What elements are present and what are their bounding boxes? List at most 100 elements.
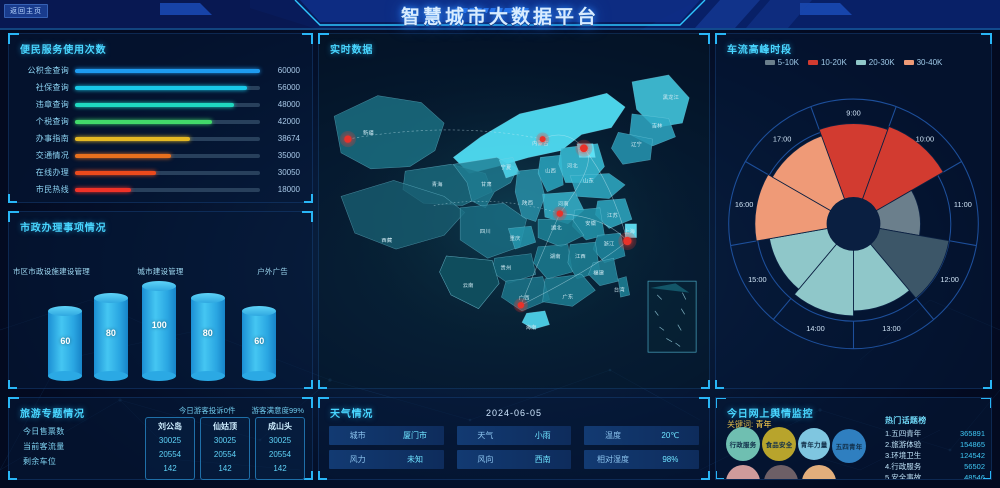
- municipal-cylinder[interactable]: 100: [142, 281, 177, 381]
- map-province-label: 江苏: [607, 211, 618, 219]
- cylinder-top: [190, 293, 225, 304]
- map-provinces: [333, 74, 690, 330]
- service-bar-fill: [75, 102, 235, 107]
- hot-topic-value: 365891: [959, 429, 985, 438]
- cylinder-top: [242, 305, 277, 316]
- tourism-row-label: 今日售票数: [23, 427, 65, 436]
- tourism-cell: 20554: [158, 450, 182, 459]
- weather-value: 小雨: [534, 431, 551, 440]
- opinion-bubble[interactable]: 行政服务: [726, 427, 760, 461]
- rose-clock-label: 15:00: [748, 275, 767, 284]
- map-province-label: 浙江: [604, 240, 615, 248]
- opinion-bubble[interactable]: 青年力量: [798, 428, 830, 460]
- legend-swatch: [855, 60, 866, 65]
- map-marker-河南[interactable]: [556, 210, 564, 217]
- home-button[interactable]: 返回主页: [4, 4, 48, 18]
- tourism-column-name: 成山头: [268, 422, 292, 431]
- cylinder-bottom: [190, 371, 225, 381]
- panel-municipal: 市政办理事项情况 市区市政设施建设管理 城市建设管理 户外广告 60 80 100 80 6…: [8, 211, 313, 389]
- weather-value: 西南: [534, 455, 551, 464]
- service-bar-row: 在线办理 30050: [21, 164, 300, 181]
- weather-column: 温度 20℃ 相对湿度 98%: [584, 426, 700, 469]
- cylinder-value: 80: [202, 327, 213, 338]
- hot-topic-row[interactable]: 4.行政服务 56502: [885, 461, 985, 472]
- map-province-label: 吉林: [652, 122, 663, 130]
- tourism-summary: 今日游客投诉0件 游客满意度99%: [179, 405, 304, 416]
- service-bar-track: [75, 102, 260, 107]
- tourism-row-labels: 今日售票数 当前客流量 剩余车位: [23, 426, 65, 471]
- rose-chart: 9:00 10:00 11:00 12:00 13:00 14:00 15:00 16:00 1…: [716, 76, 991, 376]
- tourism-row-label: 剩余车位: [23, 457, 57, 466]
- service-bar-track: [75, 85, 260, 90]
- opinion-bubble[interactable]: 征兵服务: [764, 465, 798, 479]
- hot-topic-row[interactable]: 3.环境卫生 124542: [885, 450, 985, 461]
- legend-swatch: [903, 60, 914, 65]
- service-bar-row: 市民热线 18000: [21, 181, 300, 198]
- municipal-category-label: 城市建设管理: [137, 267, 184, 276]
- service-bar-value: 42000: [277, 117, 300, 126]
- weather-key: 相对湿度: [597, 455, 630, 464]
- weather-cell: 城市 厦门市: [329, 426, 444, 445]
- map-province-label: 河北: [567, 162, 578, 170]
- traffic-legend-item[interactable]: 10-20K: [807, 58, 847, 67]
- hot-topic-row[interactable]: 2.旅游体验 154865: [885, 439, 985, 450]
- municipal-cylinder[interactable]: 60: [242, 305, 277, 381]
- hot-topic-value: 154865: [959, 440, 985, 449]
- map-province-label: 广西: [519, 293, 530, 301]
- map-province-label: 新疆: [363, 129, 374, 137]
- app-header: 返回主页 智慧城市大数据平台: [0, 0, 1000, 30]
- service-bar-track: [75, 153, 260, 158]
- traffic-legend-item[interactable]: 30-40K: [903, 58, 943, 67]
- opinion-bubble-cloud[interactable]: 行政服务食品安全青年力量五四青年环境卫生征兵服务安全事故: [724, 427, 889, 479]
- hot-topic-value: 48546: [964, 473, 985, 480]
- hot-topic-row[interactable]: 1.五四青年 365891: [885, 428, 985, 439]
- map-province-label: 湖南: [550, 252, 561, 260]
- map-province-label: 甘肃: [481, 180, 492, 188]
- hot-topic-name: 1.五四青年: [885, 429, 922, 438]
- opinion-bubble[interactable]: 安全事故: [802, 465, 836, 479]
- tourism-column: 成山头 30025 20554 142: [255, 417, 305, 480]
- tourism-complaints: 今日游客投诉0件: [178, 406, 236, 415]
- legend-label: 30-40K: [916, 58, 943, 67]
- map-province-label: 山西: [545, 166, 556, 174]
- map-marker-上海[interactable]: [623, 236, 632, 246]
- service-bar-label: 社保查询: [35, 83, 69, 92]
- opinion-bubble[interactable]: 食品安全: [762, 427, 796, 461]
- municipal-cylinder[interactable]: 80: [93, 293, 128, 381]
- tourism-satisfaction: 游客满意度99%: [251, 406, 304, 415]
- municipal-cylinder[interactable]: 80: [190, 293, 225, 381]
- map-markers: [339, 131, 637, 313]
- hot-topic-value: 56502: [964, 462, 985, 471]
- municipal-cylinder[interactable]: 60: [48, 305, 83, 381]
- traffic-legend[interactable]: 5-10K 10-20K 20-30K 30-40K: [716, 58, 991, 67]
- opinion-bubble[interactable]: 环境卫生: [726, 465, 760, 479]
- opinion-keyword-value: 青年: [755, 420, 772, 429]
- traffic-legend-item[interactable]: 5-10K: [764, 58, 799, 67]
- map-province-label: 云南: [463, 281, 474, 289]
- cylinder-bottom: [242, 371, 277, 381]
- map-marker-内蒙古[interactable]: [539, 136, 546, 143]
- weather-key: 城市: [349, 431, 366, 440]
- rose-spoke: [915, 298, 935, 320]
- map-province-label: 四川: [480, 228, 491, 235]
- tourism-cell: 142: [273, 464, 287, 473]
- panel-weather-title: 天气情况: [330, 409, 374, 420]
- cylinder-value: 100: [151, 320, 167, 331]
- service-bar-label: 个税查询: [35, 117, 69, 126]
- cylinder-chart: 市区市政设施建设管理 城市建设管理 户外广告 60 80 100 80 60: [9, 238, 312, 388]
- opinion-bubble[interactable]: 五四青年: [832, 429, 866, 463]
- weather-cell: 相对湿度 98%: [584, 450, 700, 469]
- rose-clock-label: 16:00: [735, 200, 754, 209]
- china-map[interactable]: 新疆 西藏 青海 甘肃 宁夏 内蒙古 山西 陕西 四川 云南 贵州 重庆 湖北 湖南 广西 广东 江西 福建 浙江 安…: [325, 52, 703, 382]
- map-marker-北京[interactable]: [579, 144, 588, 153]
- map-marker-新疆[interactable]: [344, 135, 352, 143]
- tourism-cell: 142: [163, 464, 177, 473]
- tourism-column-name: 仙姑顶: [213, 422, 237, 431]
- map-marker-广西[interactable]: [517, 301, 525, 309]
- service-bar-label: 办事指南: [35, 134, 69, 143]
- map-province-label: 贵州: [500, 264, 511, 272]
- hot-topic-row[interactable]: 5.安全事故 48546: [885, 472, 985, 480]
- traffic-legend-item[interactable]: 20-30K: [855, 58, 895, 67]
- weather-key: 风力: [349, 455, 366, 464]
- tourism-cell: 142: [218, 464, 232, 473]
